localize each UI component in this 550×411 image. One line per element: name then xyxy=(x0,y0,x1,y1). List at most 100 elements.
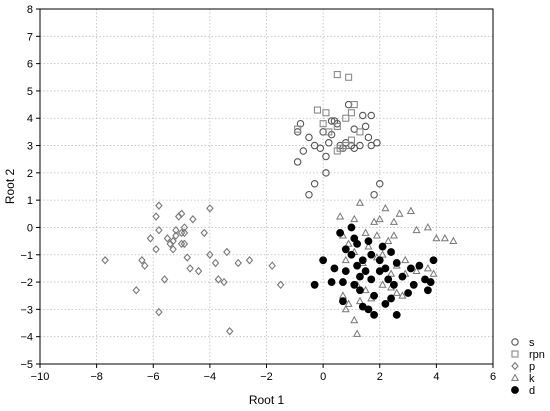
point-s xyxy=(322,169,330,177)
point-p xyxy=(211,258,220,268)
point-p xyxy=(172,225,180,235)
point-d xyxy=(310,280,319,289)
point-d xyxy=(392,310,401,319)
legend-marker-s xyxy=(511,338,519,346)
point-d xyxy=(415,261,424,270)
point-k xyxy=(423,223,432,231)
y-tick-label: −2 xyxy=(20,277,33,289)
point-d xyxy=(375,267,384,276)
point-p xyxy=(234,258,242,268)
point-k xyxy=(350,315,359,324)
point-k xyxy=(364,242,373,250)
point-k xyxy=(392,288,401,296)
point-d xyxy=(390,280,398,289)
point-d xyxy=(387,248,395,256)
point-d xyxy=(367,275,376,284)
point-p xyxy=(183,253,191,262)
x-tick-label: 6 xyxy=(490,371,496,383)
point-rpn xyxy=(322,109,330,117)
point-k xyxy=(406,206,415,214)
point-p xyxy=(169,236,177,246)
point-k xyxy=(361,228,370,236)
x-tick-label: −4 xyxy=(204,371,217,383)
point-d xyxy=(319,256,328,265)
y-tick-label: 7 xyxy=(27,31,33,43)
legend-label-k: k xyxy=(529,373,535,385)
point-p xyxy=(132,286,140,295)
point-p xyxy=(220,277,228,287)
point-k xyxy=(336,212,345,220)
point-p xyxy=(276,280,285,290)
x-tick-label: −10 xyxy=(31,371,50,383)
point-k xyxy=(378,280,387,288)
point-d xyxy=(429,256,438,265)
point-p xyxy=(223,247,231,257)
point-p xyxy=(138,255,146,265)
point-k xyxy=(372,231,381,239)
point-d xyxy=(350,234,359,243)
point-p xyxy=(180,223,189,232)
data-points xyxy=(101,70,458,337)
point-d xyxy=(426,278,435,286)
y-tick-label: −4 xyxy=(20,332,33,344)
point-s xyxy=(316,144,325,153)
point-k xyxy=(355,198,364,206)
legend-label-p: p xyxy=(529,361,535,373)
point-rpn xyxy=(319,120,327,128)
point-d xyxy=(370,310,378,319)
point-d xyxy=(404,289,412,297)
point-d xyxy=(341,245,350,254)
y-tick-label: −5 xyxy=(20,359,33,371)
point-p xyxy=(189,215,197,224)
point-rpn xyxy=(333,147,341,155)
point-s xyxy=(364,133,373,142)
point-s xyxy=(367,111,376,120)
x-axis-title: Root 1 xyxy=(249,393,285,407)
point-p xyxy=(206,204,214,213)
point-s xyxy=(310,180,319,188)
point-s xyxy=(359,111,367,120)
point-p xyxy=(177,228,186,238)
point-d xyxy=(364,237,373,246)
point-rpn xyxy=(347,136,355,144)
point-s xyxy=(373,139,381,147)
point-s xyxy=(322,152,330,161)
point-d xyxy=(375,256,384,265)
point-rpn xyxy=(345,73,353,81)
point-d xyxy=(409,280,418,289)
legend-marker-d xyxy=(511,386,519,394)
point-k xyxy=(412,266,421,275)
point-d xyxy=(364,305,373,314)
point-d xyxy=(339,278,347,286)
point-rpn xyxy=(333,122,341,130)
y-axis-title: Root 2 xyxy=(3,168,17,204)
y-tick-label: 2 xyxy=(27,168,33,180)
point-d xyxy=(406,264,415,273)
point-k xyxy=(344,299,353,307)
point-p xyxy=(200,228,208,238)
point-p xyxy=(166,239,174,249)
point-p xyxy=(155,307,163,317)
y-tick-label: 1 xyxy=(27,195,33,207)
point-k xyxy=(429,269,438,277)
x-tick-label: −2 xyxy=(260,371,273,383)
point-p xyxy=(174,212,183,221)
point-k xyxy=(355,296,364,305)
point-k xyxy=(344,239,353,247)
y-tick-label: −3 xyxy=(20,304,33,316)
point-k xyxy=(350,214,359,223)
point-d xyxy=(387,294,395,303)
point-k xyxy=(395,209,404,217)
legend-item-p: p xyxy=(511,361,535,373)
point-p xyxy=(141,261,149,270)
point-p xyxy=(146,234,155,243)
point-rpn xyxy=(333,70,341,79)
point-s xyxy=(370,190,378,199)
point-d xyxy=(361,267,370,276)
point-p xyxy=(101,255,109,265)
point-k xyxy=(389,231,398,239)
point-p xyxy=(160,275,169,284)
point-k xyxy=(378,250,387,258)
point-d xyxy=(339,297,347,306)
